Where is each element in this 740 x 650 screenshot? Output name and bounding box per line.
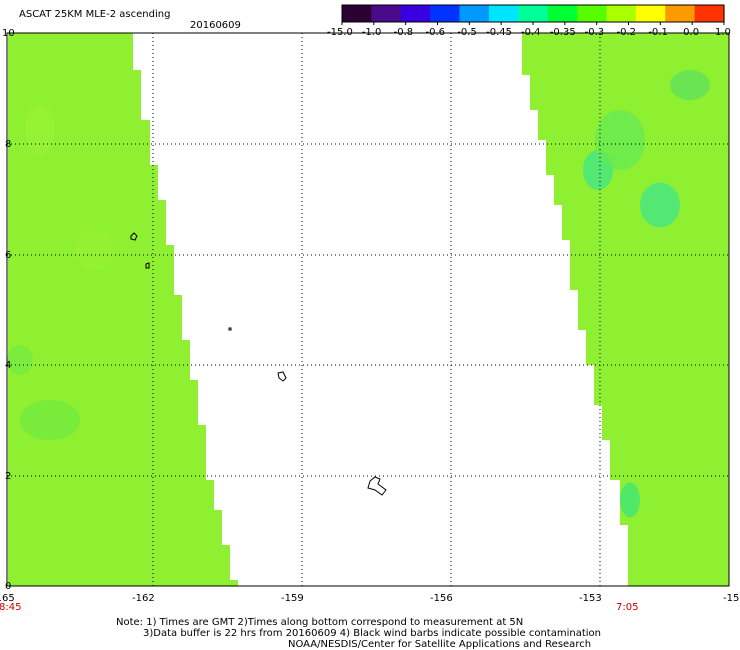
colorbar-tick-label: -15.0: [327, 27, 353, 38]
colorbar-tick-label: -0.4: [521, 27, 541, 38]
left-swath: [7, 33, 238, 586]
colorbar-segment: [400, 5, 431, 22]
colorbar-tick-label: -0.1: [648, 27, 668, 38]
island-outline: [277, 371, 287, 382]
swath-texture: [25, 105, 55, 155]
colorbar-segment: [665, 5, 696, 22]
map-frame: [6, 32, 730, 587]
date-label: 20160609: [190, 20, 241, 31]
colorbar-segment: [371, 5, 402, 22]
time-label-right: 7:05: [616, 602, 639, 613]
colorbar-tick-label: -0.3: [584, 27, 605, 38]
swath-texture: [670, 70, 710, 100]
island-outline: [228, 327, 232, 331]
y-label-10: 10: [2, 28, 15, 39]
colorbar-tick-label: -1.0: [361, 27, 382, 38]
swath-texture: [595, 110, 645, 170]
colorbar-segment: [459, 5, 490, 22]
colorbar: [341, 4, 725, 25]
swath-texture: [20, 400, 80, 440]
y-label-2: 2: [5, 471, 12, 482]
colorbar-tick-label: -0.8: [393, 27, 414, 38]
right-swath-fill: [522, 33, 729, 586]
island-outlines: [130, 232, 387, 496]
x-label-165: -165: [0, 593, 15, 604]
swath-texture: [7, 345, 33, 375]
y-label-4: 4: [5, 360, 12, 371]
colorbar-tick-label: -0.2: [616, 27, 637, 38]
y-label-0: 0: [5, 581, 12, 592]
colorbar-segment: [518, 5, 549, 22]
x-label-156: -156: [430, 593, 453, 604]
product-title: ASCAT 25KM MLE-2 ascending: [19, 9, 171, 20]
swath-texture: [640, 182, 680, 228]
island-outline: [145, 262, 150, 269]
colorbar-tick-label: -0.6: [425, 27, 446, 38]
footer-note-3: NOAA/NESDIS/Center for Satellite Applica…: [288, 639, 592, 650]
colorbar-tick-label: 0.0: [683, 27, 700, 38]
swath-texture: [75, 230, 115, 270]
island-outline: [130, 232, 138, 241]
x-label-153: -153: [579, 593, 602, 604]
colorbar-tick-label: -0.5: [457, 27, 477, 38]
y-label-6: 6: [5, 250, 12, 261]
x-label-162: -162: [132, 593, 155, 604]
time-label-left: 8:45: [0, 602, 22, 613]
footer-note-1: Note: 1) Times are GMT 2)Times along bot…: [116, 617, 524, 628]
left-swath-fill: [8, 33, 238, 586]
colorbar-segment: [635, 5, 666, 22]
x-label-150: -150: [723, 593, 740, 604]
colorbar-segment: [488, 5, 519, 22]
colorbar-segment: [694, 5, 725, 22]
island-outline: [367, 476, 387, 496]
footer-note-2: 3)Data buffer is 22 hrs from 20160609 4)…: [143, 628, 601, 639]
colorbar-segment: [577, 5, 608, 22]
swath-texture: [620, 482, 640, 518]
x-label-159: -159: [281, 593, 304, 604]
y-label-8: 8: [5, 139, 12, 150]
colorbar-segment: [430, 5, 461, 22]
colorbar-tick-label: -0.45: [486, 27, 513, 38]
colorbar-segment: [547, 5, 578, 22]
colorbar-tick-label: -0.35: [549, 27, 576, 38]
colorbar-segment: [606, 5, 637, 22]
colorbar-segment: [342, 5, 372, 22]
right-swath: [522, 33, 729, 586]
colorbar-tick-label: 1.0: [715, 27, 731, 38]
lat-lon-grid: [7, 33, 729, 586]
